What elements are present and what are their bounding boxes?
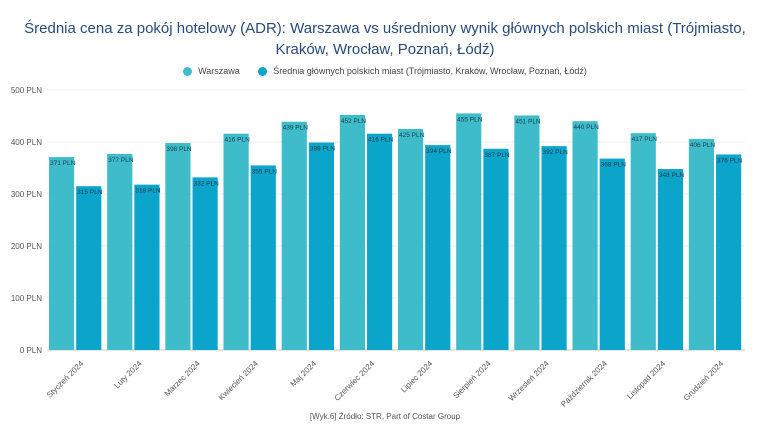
x-tick-label: Luty 2024: [112, 359, 144, 391]
data-label: 440 PLN: [574, 124, 600, 131]
y-tick-label: 500 PLN: [11, 86, 42, 95]
bar[interactable]: [514, 115, 540, 350]
bar[interactable]: [165, 143, 191, 350]
bar[interactable]: [134, 184, 160, 350]
data-label: 425 PLN: [399, 132, 425, 139]
bar[interactable]: [192, 177, 218, 350]
data-label: 315 PLN: [77, 189, 103, 196]
chart-title: Średnia cena za pokój hotelowy (ADR): Wa…: [24, 20, 746, 58]
legend: Warszawa Średnia głównych polskich miast…: [0, 66, 770, 78]
y-tick-label: 200 PLN: [11, 242, 42, 251]
data-label: 355 PLN: [252, 168, 278, 175]
legend-label: Średnia głównych polskich miast (Trójmia…: [273, 66, 587, 76]
bar[interactable]: [308, 142, 335, 350]
bar[interactable]: [107, 153, 133, 350]
data-label: 387 PLN: [484, 152, 510, 159]
bar[interactable]: [456, 113, 482, 351]
data-label: 318 PLN: [135, 188, 161, 195]
bar[interactable]: [76, 186, 102, 350]
data-label: 368 PLN: [601, 162, 627, 169]
x-tick-label: Styczeń 2024: [45, 359, 86, 400]
bar[interactable]: [425, 145, 451, 350]
bar[interactable]: [657, 169, 684, 350]
legend-marker: [183, 66, 193, 76]
data-label: 416 PLN: [368, 137, 394, 144]
x-tick-label: Kwiecień 2024: [217, 359, 261, 403]
bar[interactable]: [367, 133, 393, 350]
bar[interactable]: [541, 146, 567, 350]
bar[interactable]: [281, 121, 307, 350]
source-note: [Wyk.6] Źródło: STR, Part of Costar Grou…: [309, 412, 461, 421]
legend-item-average[interactable]: Średnia głównych polskich miast (Trójmia…: [258, 66, 587, 76]
x-tick-label: Październik 2024: [559, 359, 609, 409]
bar[interactable]: [599, 158, 625, 350]
data-label: 394 PLN: [426, 148, 452, 155]
data-label: 348 PLN: [659, 172, 685, 179]
bar[interactable]: [630, 133, 656, 350]
data-label: 439 PLN: [283, 125, 309, 132]
x-tick-label: Marzec 2024: [163, 359, 202, 398]
data-label: 398 PLN: [166, 146, 192, 153]
legend-item-warszawa[interactable]: Warszawa: [183, 66, 240, 76]
y-tick-label: 300 PLN: [11, 190, 42, 199]
data-label: 406 PLN: [690, 142, 716, 149]
bar[interactable]: [483, 148, 509, 350]
legend-marker: [258, 66, 268, 76]
data-label: 451 PLN: [515, 118, 541, 125]
data-label: 416 PLN: [225, 137, 251, 144]
bar[interactable]: [223, 133, 249, 350]
bar[interactable]: [716, 154, 742, 350]
data-label: 452 PLN: [341, 118, 367, 125]
x-tick-label: Listopad 2024: [625, 359, 667, 401]
y-tick-label: 400 PLN: [11, 138, 42, 147]
x-tick-label: Lipiec 2024: [399, 359, 435, 395]
x-tick-label: Czerwiec 2024: [333, 359, 377, 403]
data-label: 399 PLN: [310, 146, 336, 153]
bar[interactable]: [572, 121, 598, 350]
bar[interactable]: [339, 114, 366, 351]
bar[interactable]: [688, 138, 715, 350]
x-tick-label: Maj 2024: [289, 359, 319, 389]
bar[interactable]: [250, 165, 276, 350]
bar[interactable]: [49, 157, 75, 350]
data-label: 371 PLN: [50, 160, 76, 167]
y-tick-label: 100 PLN: [11, 294, 42, 303]
data-label: 376 PLN: [717, 157, 743, 164]
data-label: 417 PLN: [632, 136, 658, 143]
data-label: 455 PLN: [457, 116, 483, 123]
legend-label: Warszawa: [198, 66, 240, 76]
bar[interactable]: [398, 129, 424, 350]
y-tick-label: 0 PLN: [20, 346, 42, 355]
data-label: 392 PLN: [543, 149, 569, 156]
x-tick-label: Grudzień 2024: [682, 359, 726, 403]
x-tick-label: Wrzesień 2024: [507, 359, 551, 403]
x-tick-label: Sierpień 2024: [451, 359, 493, 401]
data-label: 377 PLN: [108, 157, 134, 164]
data-label: 332 PLN: [194, 180, 220, 187]
